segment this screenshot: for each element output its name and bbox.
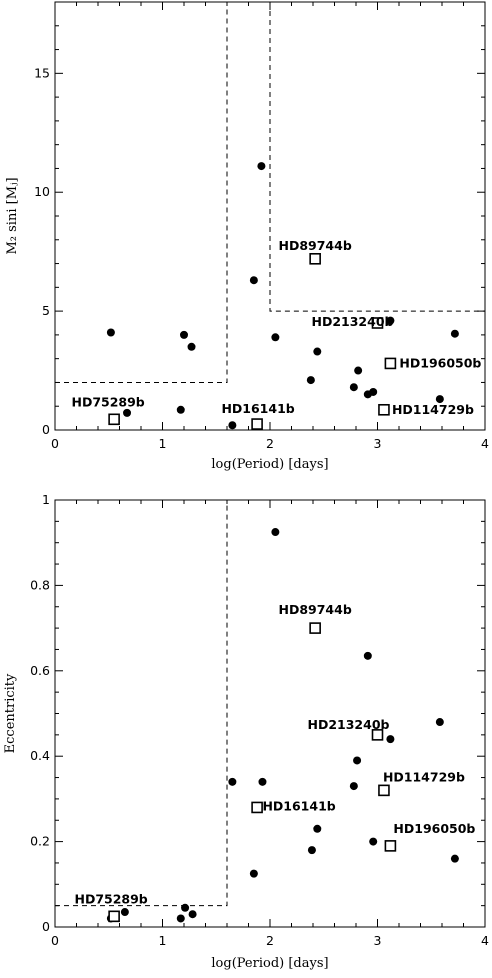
x-tick-label: 4	[481, 436, 489, 451]
data-point	[313, 824, 322, 833]
plot-frame	[54, 499, 486, 928]
planet-marker	[251, 418, 263, 430]
y-tick-label: 10	[34, 184, 50, 199]
y-tick-label: 5	[42, 303, 50, 318]
data-point	[306, 376, 315, 385]
x-tick-label: 2	[266, 933, 274, 948]
planet-marker	[378, 403, 390, 416]
x-axis-label: log(Period) [days]	[211, 457, 328, 472]
data-point	[354, 366, 363, 375]
planet-label: HD75289b	[71, 394, 144, 409]
data-point	[313, 347, 322, 356]
x-tick-label: 0	[51, 436, 59, 451]
data-point	[435, 395, 444, 404]
data-point	[271, 528, 280, 537]
x-axis-label: log(Period) [days]	[211, 956, 328, 971]
y-tick-label: 0.4	[30, 748, 50, 763]
x-tick-label: 2	[266, 436, 274, 451]
planet-marker	[371, 317, 384, 329]
y-tick-label: 0	[42, 919, 50, 934]
data-point	[349, 383, 358, 392]
x-tick-label: 3	[374, 436, 382, 451]
planet-label: HD114729b	[392, 402, 474, 417]
planet-label: HD89744b	[279, 602, 352, 617]
x-tick-label: 3	[374, 933, 382, 948]
data-point	[271, 333, 280, 342]
x-tick-label: 1	[159, 933, 167, 948]
planet-marker	[108, 910, 120, 923]
x-tick-label: 0	[51, 933, 59, 948]
data-point	[450, 854, 459, 863]
planet-label: HD196050b	[393, 821, 475, 836]
planet-marker	[251, 801, 263, 814]
data-point	[228, 777, 237, 786]
y-tick-label: 0.6	[30, 663, 50, 678]
planet-label: HD213240b	[308, 717, 390, 732]
planet-marker	[309, 253, 321, 265]
y-tick-label: 0.8	[30, 577, 50, 592]
data-point	[435, 718, 444, 727]
data-point	[386, 316, 395, 325]
data-point	[257, 162, 266, 171]
data-point	[386, 735, 395, 744]
data-point	[369, 837, 378, 846]
data-point	[353, 756, 362, 765]
planet-label: HD196050b	[399, 355, 481, 370]
data-point	[369, 387, 378, 396]
dashed-boundary-line	[269, 2, 485, 312]
chart-panel-2: 0 1 2 3 4 0 0.2 0.4 0.6 0.8 1 log(Period) [days] Ecc…	[3, 492, 489, 971]
planet-label: HD114729b	[383, 769, 465, 784]
y-tick-label: 0	[42, 422, 50, 437]
planet-label: HD16141b	[262, 798, 335, 813]
data-point	[123, 408, 132, 417]
data-point	[188, 910, 197, 919]
data-point	[176, 405, 185, 414]
y-axis-label: M₂ sini [Mⱼ]	[5, 177, 20, 254]
data-point	[106, 328, 115, 337]
planet-marker	[108, 413, 120, 426]
data-point	[176, 914, 185, 923]
data-point	[450, 329, 459, 338]
data-point	[363, 651, 372, 660]
data-point	[180, 330, 188, 339]
planet-marker	[371, 729, 384, 741]
x-tick-label: 4	[481, 933, 489, 948]
planet-marker	[384, 840, 397, 852]
data-point	[187, 342, 196, 351]
planet-label: HD213240b	[312, 314, 394, 329]
data-point	[228, 421, 237, 430]
y-tick-label: 1	[42, 492, 50, 507]
y-tick-label: 0.2	[30, 834, 50, 849]
data-point	[307, 846, 316, 855]
data-point	[258, 777, 267, 786]
dashed-boundary-line	[55, 500, 228, 907]
dashed-boundary-line	[55, 2, 228, 383]
y-axis-label: Eccentricity	[3, 673, 18, 753]
x-tick-label: 1	[159, 436, 167, 451]
planet-label: HD89744b	[279, 238, 352, 253]
data-point	[249, 869, 258, 878]
planet-marker	[309, 622, 321, 634]
data-point	[120, 908, 129, 917]
planet-marker	[378, 784, 390, 797]
y-tick-label: 15	[34, 65, 50, 80]
planet-label: HD16141b	[221, 401, 294, 416]
data-point	[181, 903, 190, 912]
planet-marker	[384, 357, 397, 370]
data-point	[349, 782, 358, 791]
data-point	[249, 276, 258, 285]
chart-panel-1: 0 1 2 3 4 0 5 10 15 log(Period) [days] M₂ sini [Mⱼ…	[5, 1, 489, 472]
planet-label: HD75289b	[74, 891, 147, 906]
